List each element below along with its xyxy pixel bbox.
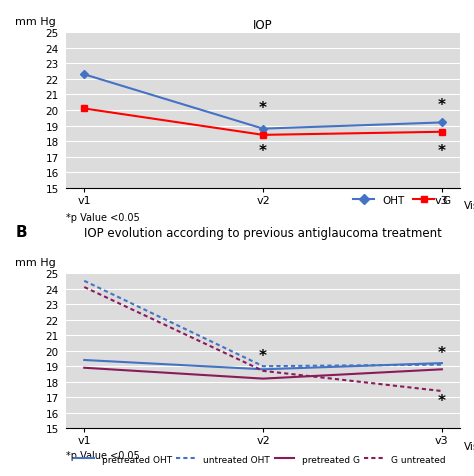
Text: IOP evolution according to previous antiglaucoma treatment: IOP evolution according to previous anti… bbox=[84, 227, 442, 239]
Text: *: * bbox=[438, 345, 446, 360]
Text: *: * bbox=[259, 101, 267, 116]
Text: *p Value <0.05: *p Value <0.05 bbox=[66, 213, 140, 223]
Text: *: * bbox=[438, 144, 446, 159]
Text: B: B bbox=[15, 224, 27, 239]
Text: *: * bbox=[438, 98, 446, 113]
Text: mm Hg: mm Hg bbox=[15, 258, 56, 267]
Title: IOP: IOP bbox=[253, 19, 273, 32]
Text: *: * bbox=[259, 348, 267, 363]
Text: *: * bbox=[259, 144, 267, 159]
Text: Visits: Visits bbox=[464, 441, 474, 451]
Text: mm Hg: mm Hg bbox=[15, 17, 56, 27]
Legend: pretreated OHT, untreated OHT, pretreated G, G untreated: pretreated OHT, untreated OHT, pretreate… bbox=[71, 451, 449, 467]
Text: *: * bbox=[438, 394, 446, 408]
Legend: OHT, G: OHT, G bbox=[349, 191, 455, 209]
Text: *p Value <0.05: *p Value <0.05 bbox=[66, 450, 140, 460]
Text: Visits: Visits bbox=[464, 201, 474, 210]
